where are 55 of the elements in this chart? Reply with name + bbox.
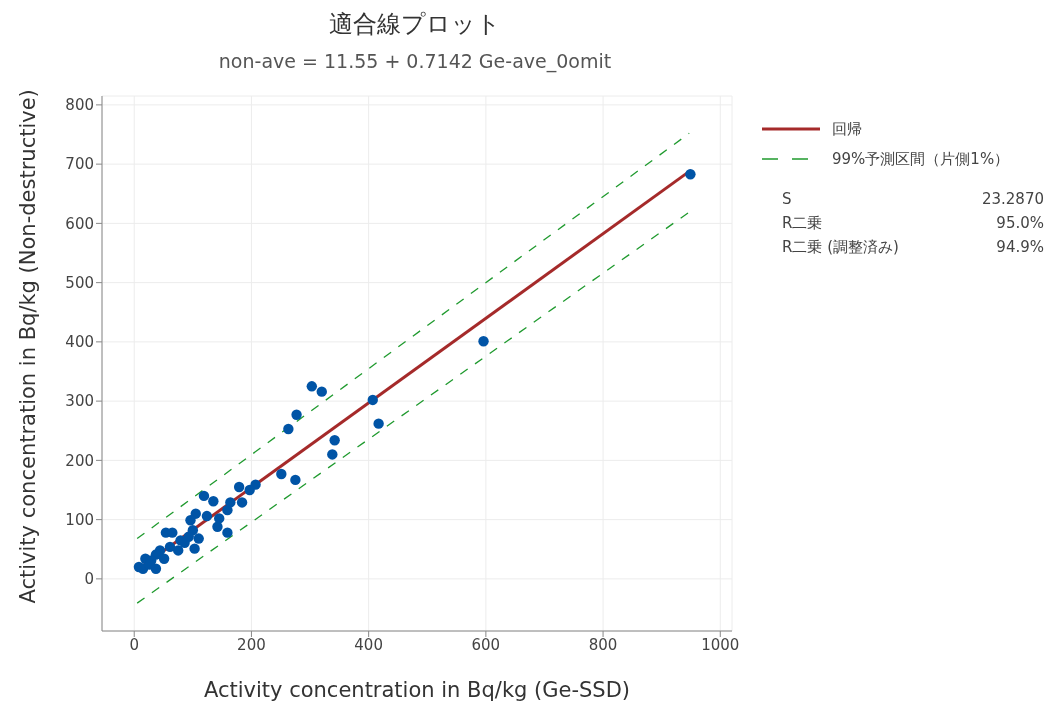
- x-tick-label: 1000: [701, 635, 740, 654]
- x-tick-label: 800: [588, 635, 618, 654]
- legend-label: 99%予測区間（片側1%）: [832, 149, 1010, 169]
- text: R二乗 (調整済み): [782, 238, 899, 258]
- point: [189, 543, 200, 554]
- y-tick-label: 500: [65, 273, 94, 292]
- point: [183, 531, 194, 542]
- point: [276, 468, 287, 480]
- point: [316, 386, 327, 397]
- point: [283, 423, 294, 435]
- point: [172, 545, 184, 556]
- y-tick-label: 300: [65, 392, 94, 411]
- y-tick-label: 0: [84, 570, 94, 589]
- text: R二乗: [782, 214, 823, 234]
- x-tick-label: 200: [237, 635, 266, 654]
- point: [208, 496, 219, 507]
- point: [290, 474, 301, 486]
- y-tick-label: 100: [65, 510, 94, 529]
- y-tick-label: 800: [65, 96, 94, 115]
- point: [233, 481, 245, 493]
- y-tick-label: 200: [65, 451, 94, 470]
- y-axis-title: Activity concentration in Bq/kg (Non-destructive): [16, 89, 41, 604]
- point: [367, 394, 378, 406]
- x-axis-title: Activity concentration in Bq/kg (Ge-SSD): [203, 678, 631, 702]
- point: [244, 484, 255, 496]
- point: [306, 381, 318, 392]
- point: [327, 449, 338, 460]
- y-tick-label: 600: [65, 214, 94, 233]
- point: [329, 435, 340, 446]
- legend-label: 回帰: [832, 119, 862, 139]
- chart-subtitle: non-ave = 11.55 + 0.7142 Ge-ave_0omit: [217, 50, 613, 72]
- x-tick-label: 400: [354, 635, 383, 654]
- y-tick-label: 700: [65, 155, 94, 174]
- point: [222, 527, 233, 538]
- x-tick-label: 600: [471, 635, 501, 654]
- point: [164, 541, 176, 553]
- text: S: [782, 190, 792, 210]
- point: [198, 490, 210, 502]
- y-tick-label: 400: [65, 333, 94, 352]
- text: 95.0%: [996, 214, 1044, 234]
- point: [291, 409, 302, 420]
- point: [193, 533, 204, 544]
- point: [222, 504, 233, 516]
- point: [478, 336, 489, 347]
- point: [373, 418, 384, 429]
- chart-title: 適合線プロット: [328, 9, 502, 40]
- point: [685, 169, 696, 180]
- point: [158, 553, 170, 564]
- point: [201, 510, 213, 522]
- text: 23.2870: [981, 190, 1044, 210]
- point: [185, 515, 196, 526]
- point: [214, 513, 225, 524]
- point: [236, 497, 248, 508]
- text: 94.9%: [996, 238, 1044, 258]
- x-tick-label: 0: [129, 635, 140, 654]
